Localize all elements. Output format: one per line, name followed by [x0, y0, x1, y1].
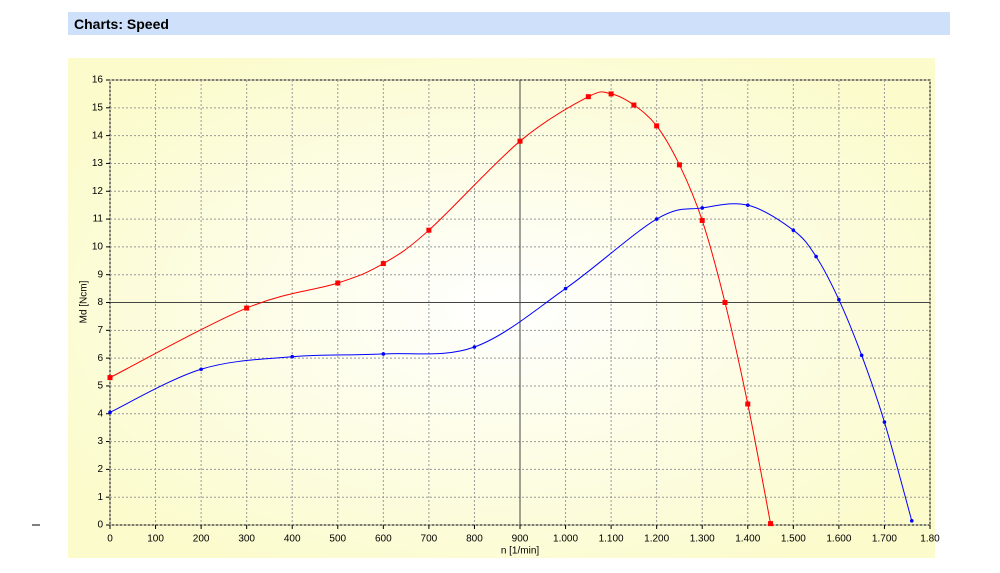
- section-header: Charts: Speed: [68, 12, 950, 35]
- data-point: [654, 123, 660, 129]
- y-tick-label: 11: [93, 214, 104, 225]
- y-tick-label: 14: [92, 130, 104, 141]
- y-tick-label: 13: [92, 158, 104, 169]
- data-point: [199, 367, 203, 372]
- data-point: [290, 354, 295, 359]
- x-axis-label: n [1/min]: [501, 546, 540, 557]
- y-tick-label: 12: [92, 186, 104, 197]
- data-point: [722, 300, 728, 305]
- x-tick-label: 0: [107, 534, 113, 545]
- data-point: [244, 305, 250, 311]
- section-title: Charts: Speed: [74, 16, 169, 32]
- data-point: [108, 410, 112, 415]
- chart-panel: [68, 58, 935, 558]
- x-tick-label: 300: [238, 534, 255, 545]
- y-tick-label: 1: [97, 492, 103, 503]
- data-point: [426, 227, 432, 233]
- y-tick-label: 4: [97, 408, 103, 419]
- data-point: [335, 280, 341, 286]
- data-point: [585, 94, 591, 100]
- data-point: [631, 102, 637, 108]
- y-tick-label: 8: [97, 297, 103, 308]
- x-tick-label: 700: [421, 534, 438, 545]
- data-point: [608, 91, 614, 97]
- data-point: [563, 286, 568, 291]
- data-point: [837, 297, 841, 302]
- x-tick-label: 600: [375, 534, 392, 545]
- y-tick-label: 5: [97, 381, 103, 392]
- data-point: [791, 228, 796, 232]
- data-point: [107, 375, 113, 381]
- data-point: [381, 352, 386, 356]
- x-tick-label: 200: [193, 534, 210, 545]
- x-tick-label: 1.700: [872, 534, 897, 545]
- x-tick-label: 1.400: [735, 534, 760, 545]
- y-tick-label: 3: [97, 436, 103, 447]
- x-tick-label: 1.000: [553, 534, 578, 545]
- y-axis-label: Md [Ncm]: [79, 280, 90, 323]
- y-tick-label: 2: [97, 464, 103, 475]
- y-tick-label: 7: [97, 325, 103, 336]
- y-tick-label: 16: [92, 75, 104, 86]
- data-point: [909, 519, 914, 523]
- x-tick-label: 1.600: [826, 534, 851, 545]
- data-point: [859, 353, 864, 358]
- data-point: [699, 217, 705, 223]
- x-tick-label: 1.100: [599, 534, 624, 545]
- x-tick-label: 1.300: [690, 534, 715, 545]
- data-point: [700, 206, 705, 210]
- data-point: [814, 254, 818, 259]
- y-tick-label: 9: [97, 269, 103, 280]
- x-tick-label: 1.200: [644, 534, 669, 545]
- y-tick-label: 6: [97, 353, 103, 364]
- data-point: [517, 138, 523, 144]
- x-tick-label: 400: [284, 534, 301, 545]
- y-tick-label: 10: [92, 242, 104, 253]
- data-point: [882, 420, 887, 424]
- x-tick-label: 1.500: [781, 534, 806, 545]
- data-point: [745, 401, 751, 407]
- x-tick-label: 100: [147, 534, 164, 545]
- data-point: [676, 162, 682, 168]
- x-tick-label: 1.80: [920, 534, 940, 545]
- y-tick-label: 15: [92, 102, 104, 113]
- x-tick-label: 900: [512, 534, 529, 545]
- x-tick-label: 800: [466, 534, 483, 545]
- data-point: [380, 261, 386, 267]
- x-tick-label: 500: [329, 534, 346, 545]
- series-line: [109, 203, 913, 521]
- data-point: [654, 217, 659, 221]
- data-point: [745, 203, 750, 207]
- y-tick-label: 0: [97, 520, 103, 531]
- data-point: [472, 345, 477, 349]
- data-point: [768, 521, 774, 527]
